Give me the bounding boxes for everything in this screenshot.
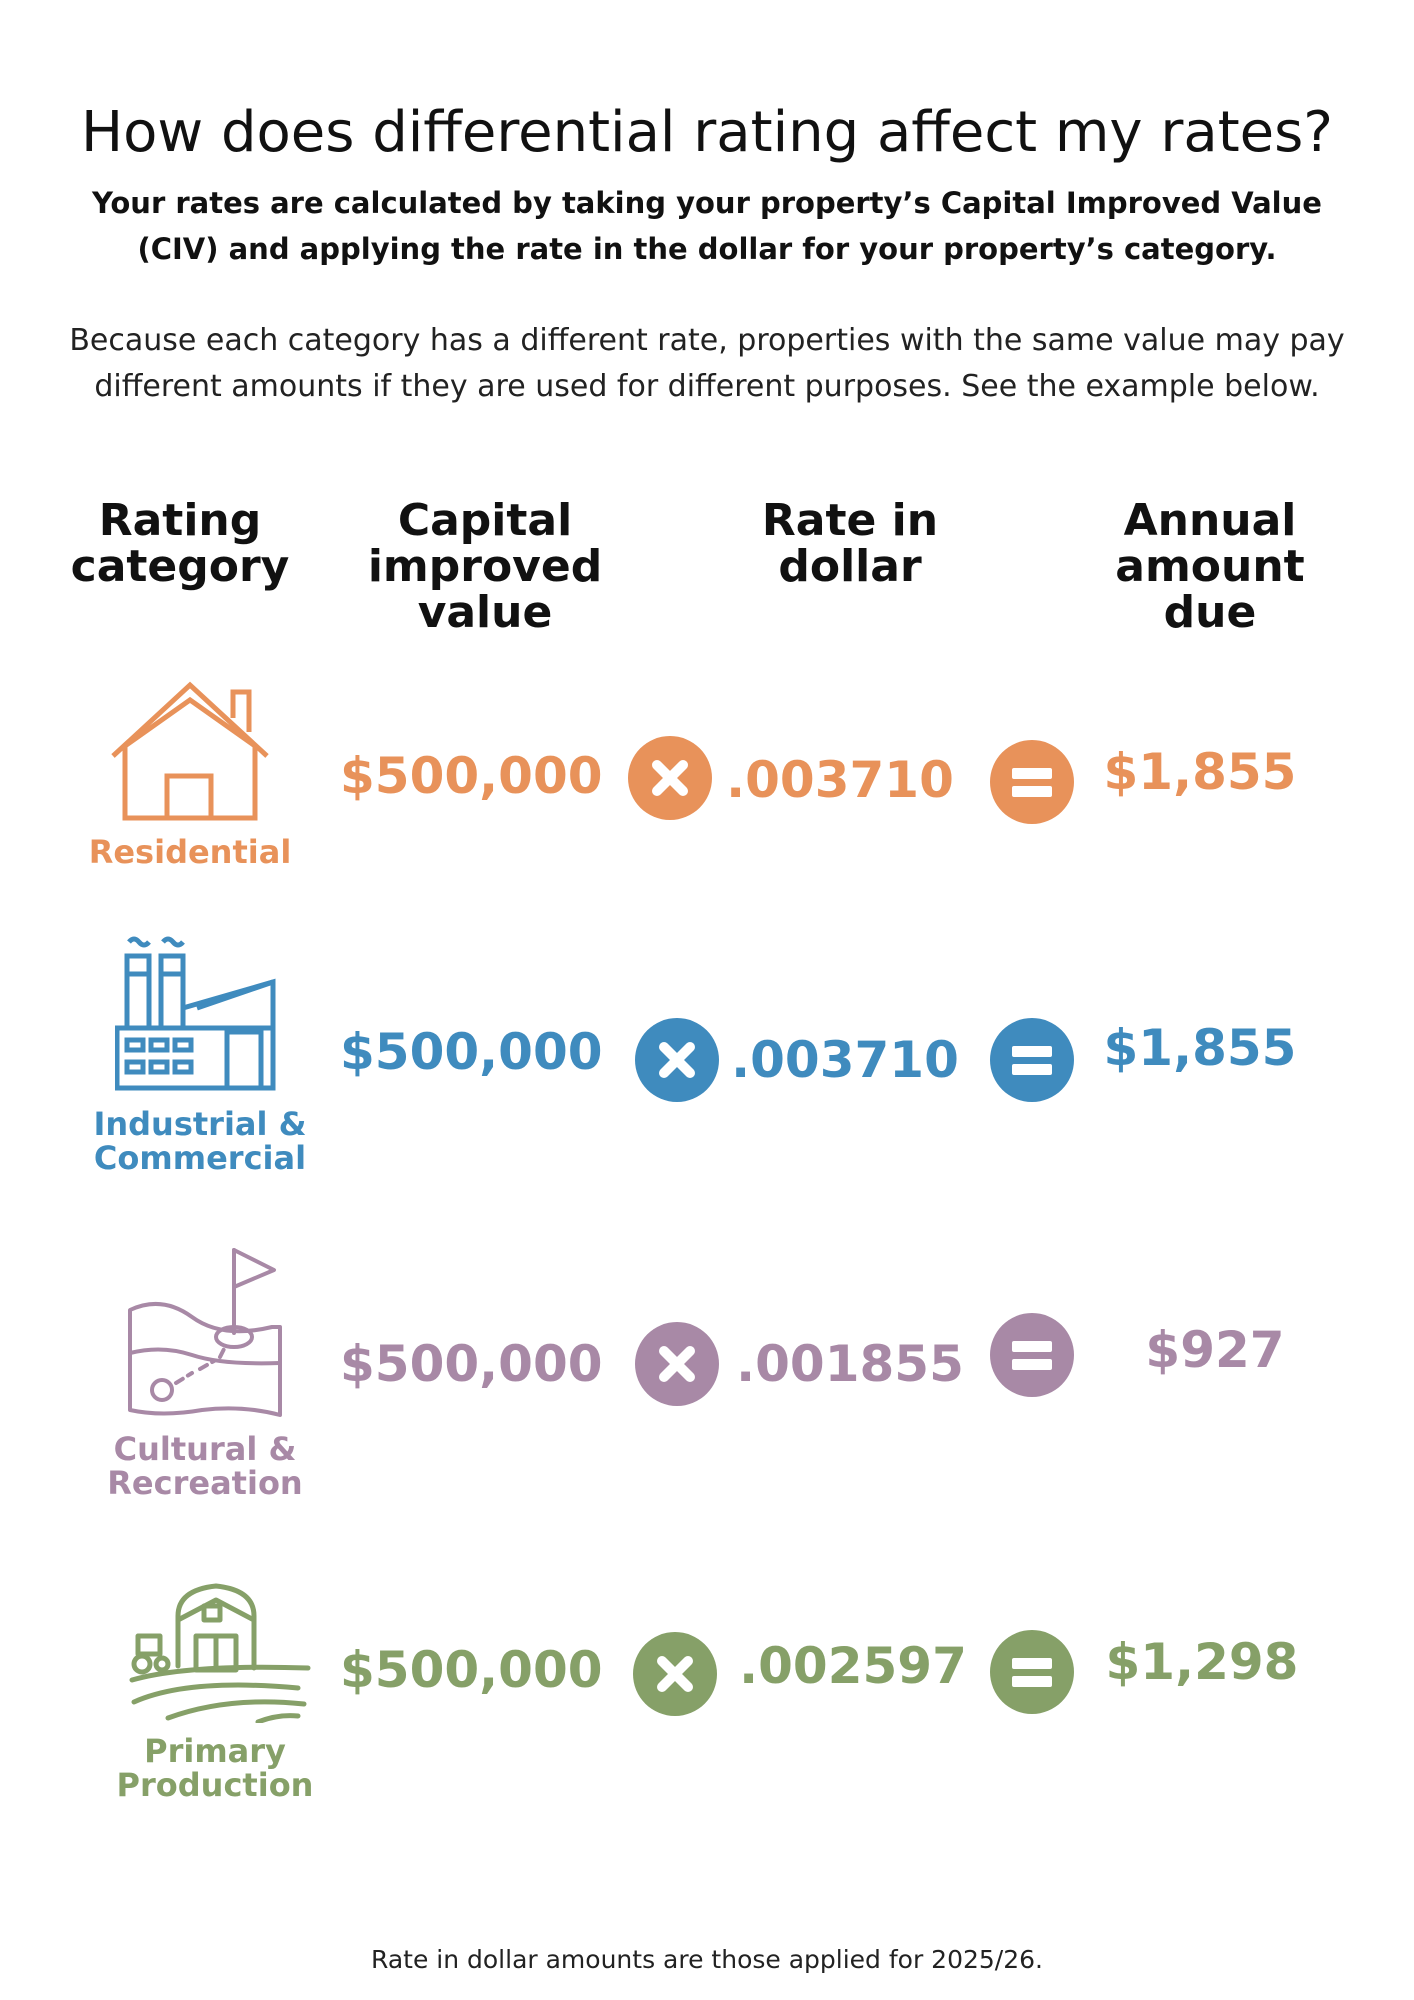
golf-course-icon [122,1245,292,1420]
equals-icon [990,740,1074,824]
column-header-rate: Rate in dollar [761,495,939,592]
house-icon [105,680,275,830]
civ-value-residential: $500,000 [340,747,603,805]
category-label-industrial: Industrial & Commercial [93,1105,307,1177]
civ-value-primary: $500,000 [340,1641,603,1699]
equals-icon [990,1630,1074,1714]
factory-icon [115,930,285,1100]
equals-icon [990,1018,1074,1102]
farm-barn-icon [128,1578,313,1723]
category-label-cultural: Cultural & Recreation [107,1430,303,1502]
rate-value-cultural: .001855 [736,1335,964,1393]
intro-paragraph: Because each category has a different ra… [69,323,1345,404]
multiply-icon [635,1018,719,1102]
column-header-due: Annual amount due [1115,495,1305,638]
rate-value-primary: .002597 [739,1637,967,1695]
civ-value-industrial: $500,000 [340,1023,603,1081]
footnote: Rate in dollar amounts are those applied… [371,1945,1043,1974]
equals-icon [990,1313,1074,1397]
category-label-primary: Primary Production [116,1732,314,1804]
rate-value-residential: .003710 [726,751,954,809]
multiply-icon [633,1632,717,1716]
category-label-residential: Residential [88,833,292,871]
due-value-primary: $1,298 [1105,1633,1299,1691]
civ-value-cultural: $500,000 [340,1335,603,1393]
multiply-icon [628,736,712,820]
column-header-civ: Capital improved value [367,495,603,638]
page-subtitle: Your rates are calculated by taking your… [92,186,1322,266]
column-header-category: Rating category [70,495,290,592]
due-value-cultural: $927 [1145,1321,1285,1379]
due-value-residential: $1,855 [1103,743,1297,801]
due-value-industrial: $1,855 [1103,1019,1297,1077]
page-title: How does differential rating affect my r… [80,100,1333,165]
rate-value-industrial: .003710 [731,1031,959,1089]
multiply-icon [635,1322,719,1406]
